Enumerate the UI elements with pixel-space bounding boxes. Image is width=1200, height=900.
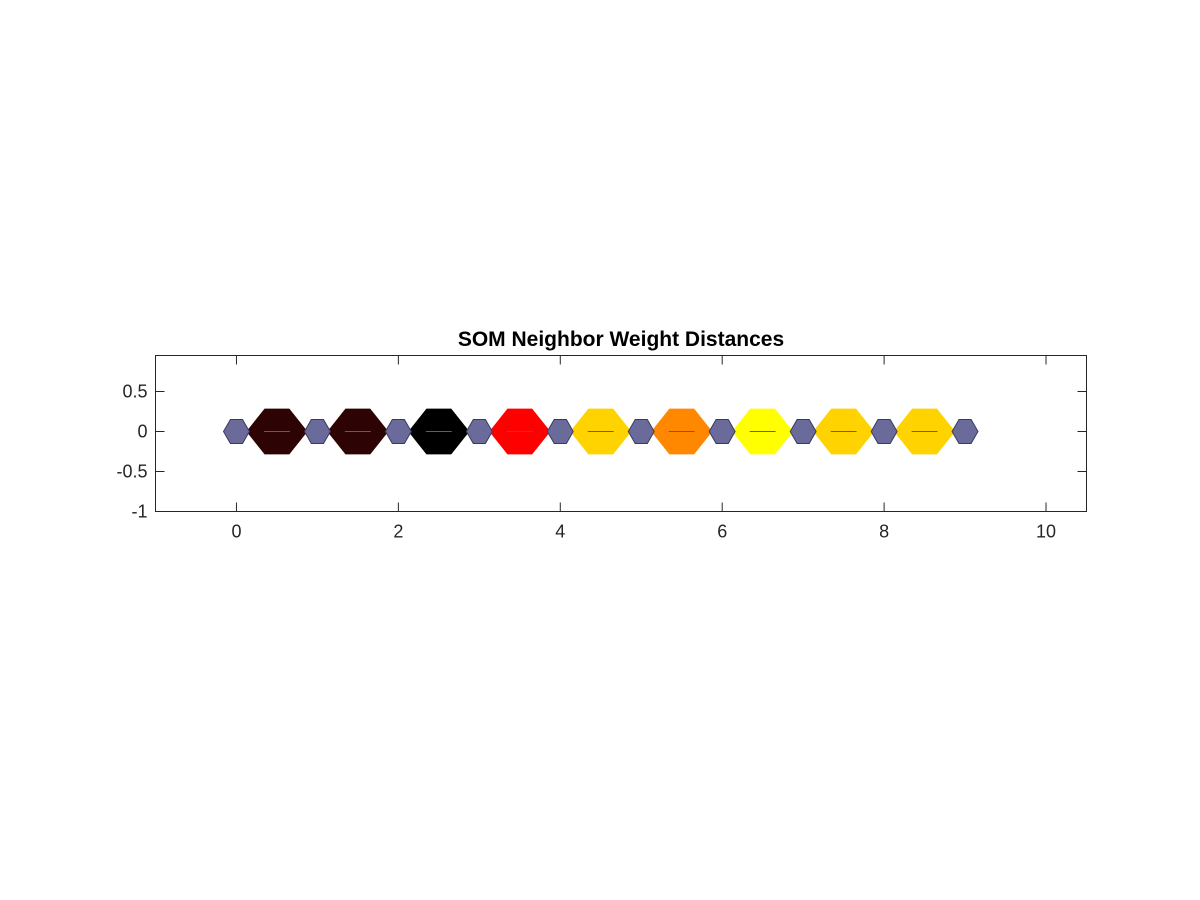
neuron-hexagon	[546, 419, 574, 444]
y-tick-label: 0	[137, 422, 147, 442]
neuron-hexagon	[465, 419, 493, 444]
x-tick-label: 6	[717, 522, 727, 542]
x-tick-label: 2	[393, 522, 403, 542]
neuron-hexagon	[303, 419, 331, 444]
neuron-hexagon	[627, 419, 655, 444]
neuron-hexagon	[222, 419, 250, 444]
y-tick-label: -0.5	[116, 462, 147, 482]
chart-title: SOM Neighbor Weight Distances	[458, 328, 784, 351]
neuron-hexagon	[384, 419, 412, 444]
x-tick-label: 10	[1036, 522, 1056, 542]
axis-ticks: 0 2 4 6 8 10 0.5 0 -0.5 -1	[116, 355, 1087, 542]
plot-area	[222, 408, 979, 455]
neuron-hexagon	[708, 419, 736, 444]
neuron-hexagon	[870, 419, 898, 444]
x-tick-label: 4	[555, 522, 565, 542]
axes-box	[155, 355, 1087, 512]
x-tick-label: 8	[879, 522, 889, 542]
neuron-hexagon	[951, 419, 979, 444]
x-tick-label: 0	[231, 522, 241, 542]
y-tick-label: 0.5	[122, 382, 147, 402]
neuron-hexagon	[789, 419, 817, 444]
y-tick-label: -1	[131, 502, 147, 522]
